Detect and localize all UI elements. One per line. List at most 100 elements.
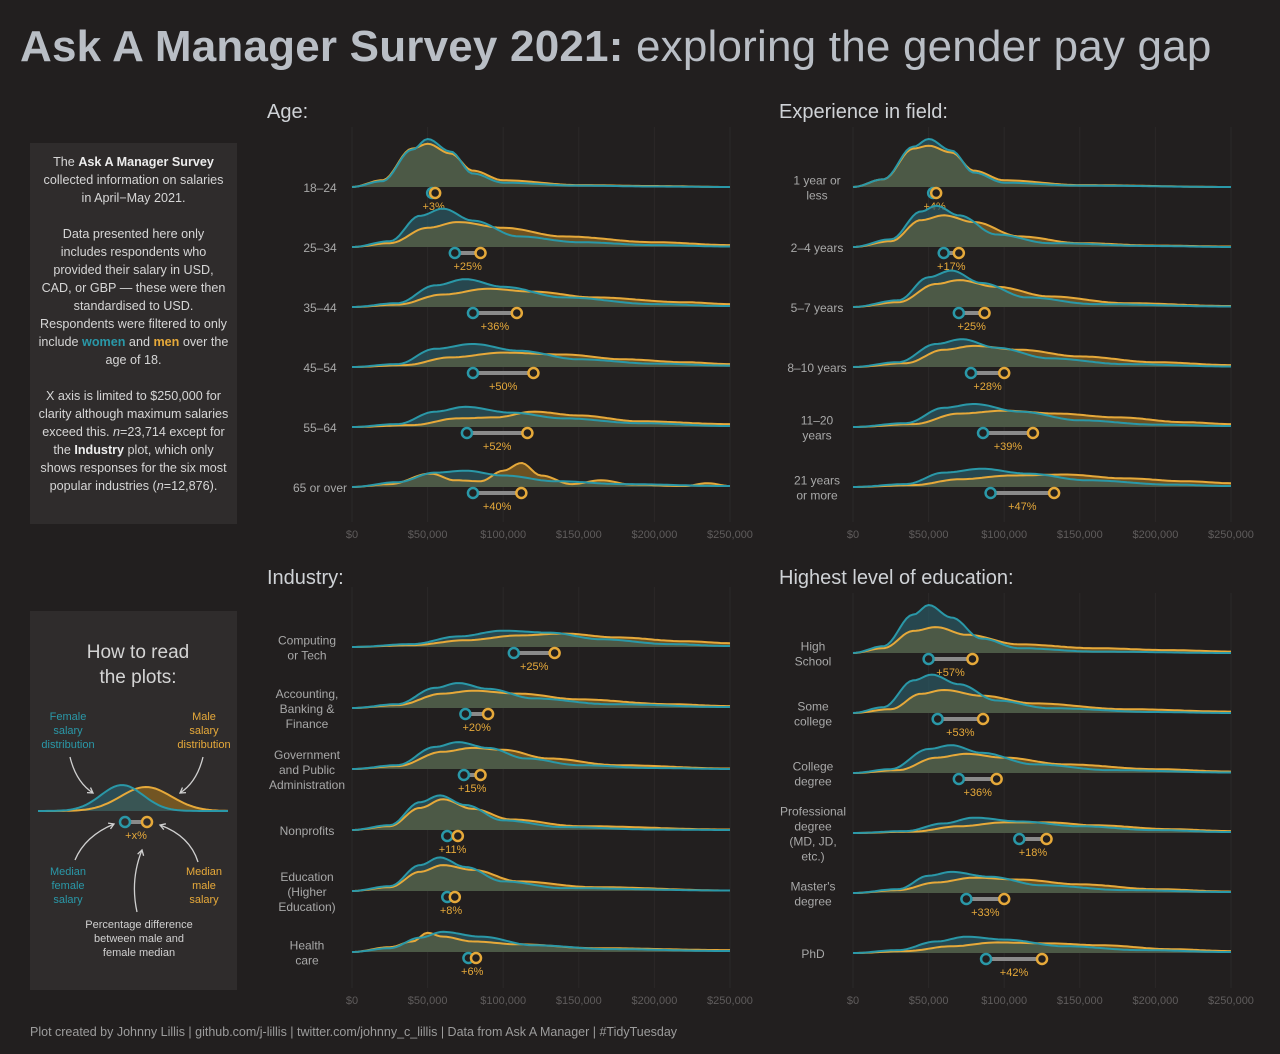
x-tick-label: $150,000 <box>1057 995 1103 1007</box>
male-distribution-line <box>351 221 730 248</box>
row-label: years <box>802 429 831 443</box>
female-median-point <box>507 646 521 660</box>
male-median-point <box>428 186 442 200</box>
info-text: =23,714 except for the <box>53 425 225 457</box>
legend-arrow-median-male-head <box>158 823 167 831</box>
info-text: The <box>53 155 79 169</box>
female-distribution-line <box>853 935 1231 954</box>
male-median-point <box>990 772 1003 786</box>
info-text: plot, which only shows responses for the… <box>40 443 227 493</box>
male-distribution-line <box>352 746 730 770</box>
info-paragraph-2: Data presented here only includes respon… <box>38 225 229 369</box>
female-median-point <box>952 306 966 320</box>
percent-difference-label: +57% <box>936 667 965 679</box>
info-industry: Industry <box>74 443 125 457</box>
ridge-row: 5–7 years +25% <box>791 269 1231 333</box>
row-label: Professional <box>780 805 846 819</box>
row-label: (MD, JD, <box>789 835 836 849</box>
male-distribution-line <box>853 409 1231 428</box>
men-label: men <box>153 335 180 349</box>
x-tick-label: $0 <box>346 995 358 1007</box>
percent-difference-label: +52% <box>483 441 512 453</box>
legend-male-label: salary <box>189 725 219 737</box>
percent-difference-label: +36% <box>964 787 993 799</box>
ridgeline-panel-3: $0 $50,000 $100,000 $150,000 $200,000 $250,00… <box>780 593 1254 1007</box>
female-distribution-line <box>352 629 730 648</box>
row-label: degree <box>794 895 832 909</box>
x-tick-label: $150,000 <box>556 529 602 541</box>
legend-percent-description: between male and <box>94 933 184 945</box>
row-label: College <box>793 760 834 774</box>
legend-arrow-male-head <box>178 787 187 794</box>
row-label: Banking & <box>280 702 335 716</box>
legend-median-female-label: Median <box>50 866 86 878</box>
overlap-distribution-area <box>352 799 730 830</box>
overlap-distribution-area <box>352 865 730 891</box>
female-median-point <box>457 768 471 782</box>
overlap-distribution-area <box>853 280 1231 307</box>
row-label: Master's <box>791 880 836 894</box>
ridge-row: PhD +42% <box>801 935 1231 979</box>
female-distribution-line <box>351 207 730 248</box>
female-distribution-line <box>852 204 1231 248</box>
x-tick-label: $250,000 <box>707 995 753 1007</box>
male-distribution-line <box>352 410 730 428</box>
ridge-row: Nonprofits +11% <box>280 794 730 856</box>
female-distribution-line <box>852 269 1231 308</box>
female-distribution-line <box>852 603 1231 654</box>
female-median-point <box>976 426 990 440</box>
male-distribution-line <box>853 876 1232 894</box>
row-label: 65 or over <box>293 481 347 495</box>
male-distribution-line <box>352 287 730 308</box>
male-median-point <box>1040 832 1053 846</box>
legend-median-male-label: male <box>192 880 216 892</box>
ridge-row: 65 or over +40% <box>293 461 731 513</box>
row-label: and Public <box>279 763 335 777</box>
male-median-point <box>966 652 979 666</box>
row-label: 11–20 <box>801 414 834 428</box>
legend-arrow-median-female-head <box>107 822 116 830</box>
x-tick-label: $200,000 <box>1132 995 1178 1007</box>
panel-title-industry: Industry: <box>267 567 344 589</box>
x-tick-label: $200,000 <box>1132 529 1178 541</box>
percent-difference-label: +15% <box>458 783 487 795</box>
legend-male-label: Male <box>192 711 216 723</box>
percent-difference-label: +40% <box>483 501 512 513</box>
percent-difference-label: +25% <box>957 321 986 333</box>
percent-difference-label: +17% <box>937 261 966 273</box>
overlap-distribution-area <box>853 345 1231 367</box>
info-text: Data presented here only includes respon… <box>38 227 227 349</box>
female-median-point <box>931 712 944 726</box>
row-label: PhD <box>801 947 825 961</box>
male-median-point <box>527 366 540 380</box>
x-tick-label: $200,000 <box>631 529 677 541</box>
info-text: over the age of 18. <box>105 335 229 367</box>
percent-difference-label: +25% <box>453 261 482 273</box>
male-median-point <box>521 426 534 440</box>
legend-median-female-label: female <box>51 880 84 892</box>
row-label: Health <box>290 939 325 953</box>
x-tick-label: $100,000 <box>981 995 1027 1007</box>
ridgeline-panel-2: $0 $50,000 $100,000 $150,000 $200,000 $250,00… <box>269 587 753 1007</box>
x-tick-label: $100,000 <box>480 995 526 1007</box>
female-median-point <box>979 952 993 966</box>
legend-arrow-median-female <box>74 823 115 861</box>
male-median-point <box>474 768 487 782</box>
male-median-point <box>997 366 1011 380</box>
info-text: =12,876). <box>163 479 218 493</box>
row-label: 35–44 <box>303 301 337 315</box>
percent-difference-label: +50% <box>489 381 518 393</box>
male-median-point <box>515 486 528 500</box>
female-median-point <box>466 306 480 320</box>
row-label: 45–54 <box>303 361 337 375</box>
x-tick-label: $250,000 <box>707 529 753 541</box>
female-median-point <box>1013 832 1026 846</box>
female-distribution-line <box>852 137 1231 188</box>
legend-median-male-label: salary <box>189 894 219 906</box>
overlap-distribution-area <box>352 633 730 647</box>
footer-credits: Plot created by Johnny Lillis | github.c… <box>30 1025 678 1039</box>
